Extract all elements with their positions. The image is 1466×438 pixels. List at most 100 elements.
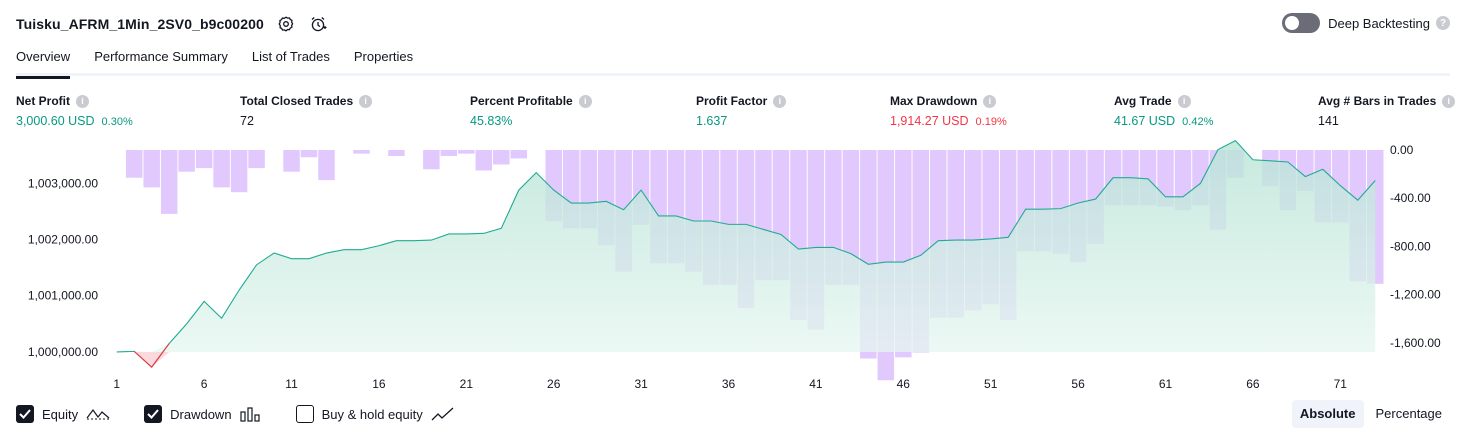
metric-avg-bars-in-trades: Avg # Bars in Trades i 141 [1318, 93, 1456, 128]
equity-area [116, 140, 1376, 368]
tab-list-of-trades[interactable]: List of Trades [251, 49, 330, 64]
drawdown-bar [440, 150, 458, 157]
metric-sub-value: 0.19% [975, 116, 1007, 128]
deep-backtesting-label: Deep Backtesting [1328, 15, 1430, 31]
right-tick-label: 0.00 [1390, 143, 1414, 157]
x-tick-label: 11 [285, 377, 298, 391]
settings-gear-icon[interactable] [276, 14, 296, 34]
drawdown-bar [388, 150, 405, 157]
legend-equity[interactable]: Equity [16, 405, 110, 423]
trend-line-icon [431, 406, 455, 422]
drawdown-bar [213, 150, 230, 188]
right-tick-label: -400.00 [1390, 191, 1431, 205]
left-tick-label: 1,002,000.00 [28, 233, 98, 247]
right-axis: 0.00 -400.00 -800.00 -1,200.00 -1,600.00 [1390, 143, 1441, 350]
drawdown-bar [493, 150, 510, 165]
info-icon[interactable]: i [983, 94, 997, 108]
left-tick-label: 1,003,000.00 [28, 176, 98, 190]
metric-label: Net Profit [16, 94, 70, 108]
x-tick-label: 6 [201, 377, 208, 391]
x-tick-label: 16 [372, 377, 386, 391]
drawdown-bar [353, 150, 370, 154]
equity-drawdown-chart[interactable]: 1,000,000.00 1,001,000.00 1,002,000.00 1,00… [0, 140, 1466, 395]
drawdown-bar [143, 150, 160, 188]
metric-value: 3,000.60 USD [16, 114, 95, 128]
x-tick-label: 1 [113, 377, 120, 391]
tab-properties[interactable]: Properties [353, 49, 414, 64]
equity-negative-line [133, 343, 170, 368]
info-icon[interactable]: i [773, 94, 787, 108]
legend-buy-hold-equity[interactable]: Buy & hold equity [295, 405, 455, 423]
equity-line [116, 140, 1376, 368]
metric-sub-value: 0.30% [101, 116, 133, 128]
tab-bar: Overview Performance Summary List of Tra… [16, 48, 1450, 79]
metrics-row: Net Profit i 3,000.60 USD 0.30% Total Clos… [0, 93, 1466, 133]
x-tick-label: 66 [1246, 377, 1260, 391]
metric-value: 45.83% [470, 114, 513, 128]
drawdown-bar [423, 150, 440, 170]
left-axis: 1,000,000.00 1,001,000.00 1,002,000.00 1,00… [28, 176, 98, 359]
legend-label: Drawdown [170, 406, 232, 422]
drawdown-bars-icon [239, 406, 262, 422]
deep-backtesting-toggle[interactable] [1282, 13, 1321, 33]
right-tick-label: -1,200.00 [1390, 288, 1441, 302]
toggle-knob [1285, 16, 1300, 30]
legend-drawdown[interactable]: Drawdown [144, 405, 261, 423]
info-icon[interactable]: i [578, 94, 592, 108]
drawdown-bar [510, 150, 528, 159]
drawdown-bar [842, 150, 860, 286]
help-question-icon[interactable]: ? [1436, 16, 1450, 30]
drawdown-bar [195, 150, 213, 169]
legend-label: Buy & hold equity [321, 406, 423, 422]
drawdown-bar [248, 150, 265, 169]
percentage-button[interactable]: Percentage [1375, 406, 1443, 421]
metric-label: Percent Profitable [470, 94, 573, 108]
info-icon[interactable]: i [359, 94, 373, 108]
drawdown-bar [283, 150, 300, 172]
metric-label: Avg Trade [1114, 94, 1172, 108]
left-tick-label: 1,000,000.00 [28, 345, 98, 359]
x-axis: 1 6 11 16 21 26 31 36 41 46 51 56 61 66 71 [113, 377, 1347, 391]
x-tick-label: 56 [1071, 377, 1085, 391]
metric-label: Max Drawdown [890, 94, 978, 108]
metric-sub-value: 0.42% [1182, 116, 1214, 128]
strategy-header: Tuisku_AFRM_1Min_2SV0_b9c00200 [16, 12, 328, 36]
equity-checkbox[interactable] [16, 405, 34, 423]
x-tick-label: 46 [897, 377, 911, 391]
metric-value: 72 [240, 114, 254, 128]
drawdown-bar [475, 150, 493, 171]
metric-label: Avg # Bars in Trades [1318, 94, 1437, 108]
metric-value: 141 [1318, 114, 1339, 128]
info-icon[interactable]: i [1177, 94, 1191, 108]
right-tick-label: -800.00 [1390, 239, 1431, 253]
strategy-title: Tuisku_AFRM_1Min_2SV0_b9c00200 [16, 16, 264, 32]
drawdown-checkbox[interactable] [144, 405, 163, 423]
deep-backtesting-control: Deep Backtesting ? [1282, 13, 1450, 33]
x-tick-label: 41 [809, 377, 823, 391]
metric-net-profit: Net Profit i 3,000.60 USD 0.30% [16, 93, 133, 128]
legend-label: Equity [42, 406, 79, 422]
tab-overview[interactable]: Overview [16, 48, 71, 79]
buy-hold-checkbox[interactable] [295, 405, 314, 423]
metric-percent-profitable: Percent Profitable i 45.83% [470, 93, 592, 128]
drawdown-bar [160, 150, 178, 214]
drawdown-bar [318, 150, 335, 181]
right-tick-label: -1,600.00 [1390, 336, 1441, 350]
metric-value: 1,914.27 USD [890, 114, 969, 128]
metric-value: 41.67 USD [1114, 114, 1176, 128]
metric-max-drawdown: Max Drawdown i 1,914.27 USD 0.19% [890, 93, 1007, 128]
info-icon[interactable]: i [1442, 94, 1456, 108]
info-icon[interactable]: i [76, 94, 89, 108]
metric-avg-trade: Avg Trade i 41.67 USD 0.42% [1114, 93, 1213, 128]
equity-negative-fill [134, 351, 170, 368]
drawdown-bar [178, 150, 195, 172]
absolute-button[interactable]: Absolute [1291, 400, 1364, 428]
chart-legend: Equity Drawdown Buy & hold equity [16, 403, 489, 425]
tab-performance-summary[interactable]: Performance Summary [94, 49, 228, 64]
x-tick-label: 36 [722, 377, 736, 391]
metric-value: 1.637 [696, 114, 728, 128]
metric-total-closed-trades: Total Closed Trades i 72 [240, 93, 373, 128]
x-tick-label: 71 [1334, 377, 1348, 391]
metric-label: Profit Factor [696, 94, 768, 108]
alert-clock-icon[interactable] [308, 14, 328, 34]
